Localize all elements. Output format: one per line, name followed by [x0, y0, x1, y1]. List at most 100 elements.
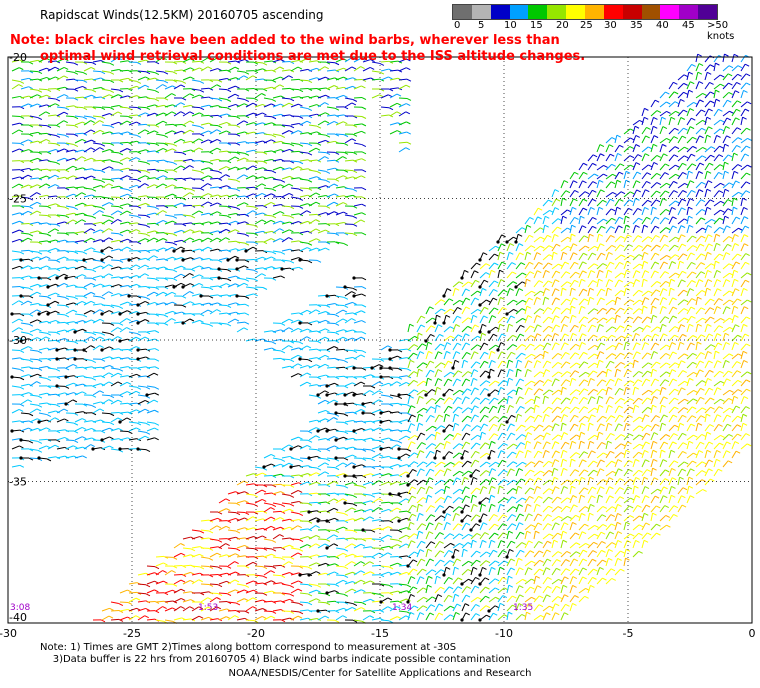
wind-barb — [641, 244, 652, 252]
wind-barb — [335, 484, 349, 489]
wind-barb — [443, 560, 455, 567]
wind-barb — [236, 565, 250, 569]
wind-barb — [470, 397, 481, 405]
wind-barb — [452, 432, 462, 441]
wind-barb — [344, 57, 356, 63]
wind-barb — [263, 187, 277, 192]
wind-barb — [587, 568, 598, 576]
wind-barb — [542, 612, 551, 621]
wind-barb — [713, 83, 725, 90]
wind-barb — [740, 89, 748, 99]
wind-barb — [20, 61, 34, 65]
wind-barb — [695, 199, 706, 207]
wind-barb — [704, 468, 713, 477]
wind-barb — [497, 576, 507, 585]
wind-barb — [578, 567, 588, 576]
wind-barb — [560, 379, 571, 387]
wind-barb — [488, 532, 499, 540]
wind-barb — [659, 91, 670, 99]
wind-barb — [488, 350, 496, 360]
wind-barb — [218, 304, 232, 309]
wind-barb — [560, 458, 568, 468]
wind-barb — [470, 503, 478, 513]
wind-barb — [533, 541, 543, 549]
wind-barb — [38, 94, 51, 99]
wind-barb — [686, 406, 697, 414]
wind-barb — [695, 433, 706, 441]
wind-barb — [443, 478, 454, 486]
wind-barb — [479, 380, 491, 387]
wind-barb — [677, 172, 687, 180]
wind-barb — [695, 209, 706, 216]
wind-barb — [263, 69, 277, 73]
wind-barb — [128, 157, 141, 162]
wind-barb — [713, 306, 722, 315]
wind-barb — [443, 413, 450, 423]
wind-barb — [713, 55, 723, 63]
wind-barb — [506, 611, 513, 621]
wind-barb — [254, 192, 267, 198]
wind-barb — [478, 497, 491, 505]
wind-barb — [335, 76, 348, 81]
wind-barb — [83, 291, 96, 297]
wind-barb — [641, 189, 650, 198]
wind-barb — [650, 125, 658, 135]
wind-barb — [443, 542, 455, 549]
wind-barb — [173, 111, 185, 117]
wind-barb — [263, 169, 277, 174]
wind-barb — [478, 279, 489, 289]
wind-barb — [353, 570, 366, 576]
wind-barb — [632, 224, 640, 234]
wind-barb — [434, 442, 445, 450]
wind-barb — [443, 485, 451, 495]
wind-barb — [695, 422, 703, 432]
wind-barb — [155, 205, 169, 209]
wind-barb — [263, 610, 277, 614]
wind-barb — [326, 507, 339, 513]
wind-barb — [380, 534, 393, 540]
wind-barb — [217, 276, 232, 282]
wind-barb — [398, 111, 411, 117]
wind-barb — [578, 576, 587, 585]
wind-barb — [533, 550, 544, 558]
wind-barb — [209, 259, 223, 263]
wind-barb — [443, 513, 452, 522]
wind-barb — [452, 513, 460, 522]
wind-barb — [452, 378, 461, 387]
wind-barb — [515, 359, 523, 369]
wind-barb — [524, 611, 531, 621]
wind-barb — [470, 297, 480, 306]
wind-barb — [506, 262, 516, 270]
wind-barb — [731, 288, 740, 297]
wind-barb — [317, 462, 330, 468]
wind-barb — [335, 106, 349, 110]
wind-barb — [92, 250, 106, 255]
wind-barb — [461, 586, 471, 594]
wind-barb — [695, 369, 704, 378]
wind-barb — [731, 269, 739, 279]
wind-barb — [560, 576, 569, 585]
wind-barb — [146, 255, 158, 261]
wind-barb — [218, 142, 232, 146]
wind-barb — [164, 104, 177, 108]
wind-barb — [542, 533, 554, 540]
wind-barb — [281, 102, 294, 108]
wind-barb — [20, 412, 34, 417]
wind-barb — [560, 530, 568, 540]
wind-barb — [650, 467, 657, 477]
wind-barb — [551, 467, 559, 477]
wind-barb — [677, 82, 688, 90]
wind-barb — [731, 145, 741, 153]
wind-barb — [677, 387, 686, 396]
wind-barb — [308, 376, 322, 380]
wind-barb — [47, 88, 61, 92]
wind-barb — [353, 106, 367, 110]
wind-barb — [137, 70, 151, 75]
wind-barb — [713, 325, 724, 333]
wind-barb — [326, 151, 340, 155]
wind-barb — [713, 62, 720, 72]
wind-barb — [632, 469, 643, 477]
wind-barb — [344, 223, 358, 227]
wind-barb — [353, 331, 367, 335]
wind-barb — [623, 352, 633, 360]
